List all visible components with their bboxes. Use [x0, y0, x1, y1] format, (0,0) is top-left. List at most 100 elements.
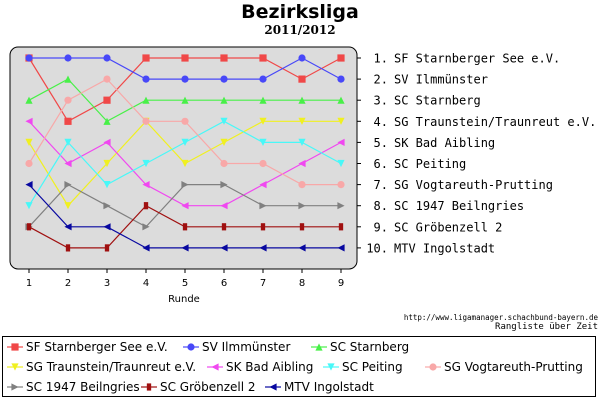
- data-point: [298, 138, 306, 146]
- source-url[interactable]: http://www.ligamanager.schachbund-bayern…: [403, 313, 598, 322]
- data-point: [220, 117, 228, 125]
- legend-swatch-icon: [7, 343, 23, 351]
- legend-swatch-icon: [183, 343, 199, 351]
- rank-team-label: SC Peiting: [394, 157, 466, 171]
- rank-team-label: SV Ilmmünster: [394, 73, 488, 87]
- data-point: [181, 159, 189, 168]
- data-point: [64, 202, 72, 210]
- data-point: [65, 244, 71, 252]
- data-point: [181, 75, 189, 83]
- data-point: [220, 202, 228, 210]
- legend-marker: [11, 343, 19, 351]
- legend-item: SF Starnberger See e.V.: [7, 337, 168, 357]
- legend-item: MTV Ingolstadt: [265, 377, 374, 397]
- rank-team-label: SF Starnberger See e.V.: [394, 52, 560, 66]
- legend: SF Starnberger See e.V. SV Ilmmünster SC S…: [2, 336, 596, 397]
- chart-title: Bezirksliga: [241, 1, 359, 23]
- data-point: [298, 202, 306, 210]
- data-point: [103, 181, 111, 189]
- legend-swatch-icon: [7, 363, 23, 371]
- legend-item: SC Gröbenzell 2: [141, 377, 256, 397]
- legend-label: MTV Ingolstadt: [284, 380, 374, 394]
- legend-swatch-icon: [7, 383, 23, 391]
- data-point: [220, 181, 228, 189]
- rank-number: 6.: [374, 157, 388, 171]
- x-tick-label: 4: [143, 278, 149, 289]
- x-tick-label: 6: [221, 278, 227, 289]
- legend-label: SC Peiting: [342, 360, 403, 374]
- data-point: [298, 244, 306, 252]
- data-point: [338, 223, 344, 231]
- x-tick-label: 8: [299, 278, 305, 289]
- rank-number: 10.: [366, 241, 388, 255]
- data-point: [25, 181, 33, 189]
- legend-swatch-icon: [265, 383, 281, 391]
- data-point: [221, 223, 227, 231]
- legend-label: SV Ilmmünster: [202, 340, 291, 354]
- data-point: [182, 223, 188, 231]
- data-point: [259, 54, 267, 62]
- data-point: [337, 202, 345, 210]
- data-point: [181, 96, 189, 104]
- legend-row: SG Traunstein/Traunreut e.V. SK Bad Aibli…: [7, 357, 593, 377]
- x-tick-label: 9: [338, 278, 344, 289]
- legend-label: SG Traunstein/Traunreut e.V.: [26, 360, 197, 374]
- data-point: [337, 138, 345, 146]
- data-point: [103, 117, 111, 125]
- rank-number: 4.: [374, 115, 388, 129]
- rank-number: 9.: [374, 220, 388, 234]
- legend-swatch-icon: [323, 363, 339, 371]
- rank-team-label: SG Vogtareuth-Prutting: [394, 178, 553, 192]
- rank-number: 2.: [374, 73, 388, 87]
- data-point: [64, 159, 72, 168]
- data-point: [220, 244, 228, 252]
- legend-label: SK Bad Aibling: [226, 360, 314, 374]
- data-point: [104, 244, 110, 252]
- data-point: [337, 181, 345, 189]
- data-point: [142, 159, 150, 168]
- data-point: [298, 75, 306, 83]
- data-point: [298, 96, 306, 104]
- series-layer: [25, 54, 345, 252]
- data-point: [142, 223, 150, 231]
- data-point: [260, 223, 266, 231]
- data-point: [181, 54, 189, 62]
- data-point: [64, 96, 72, 104]
- rank-team-label: MTV Ingolstadt: [394, 241, 495, 255]
- data-point: [142, 181, 150, 189]
- data-point: [25, 159, 33, 168]
- data-point: [103, 75, 111, 83]
- data-point: [103, 159, 111, 168]
- legend-label: SG Vogtareuth-Prutting: [444, 360, 583, 374]
- data-point: [64, 117, 72, 125]
- rank-team-label: SC Gröbenzell 2: [394, 220, 502, 234]
- data-point: [181, 202, 189, 210]
- data-point: [299, 223, 305, 231]
- legend-marker: [269, 383, 277, 391]
- series-6: [25, 117, 345, 210]
- legend-marker: [11, 383, 19, 391]
- legend-marker: [146, 383, 152, 391]
- data-point: [259, 96, 267, 104]
- data-point: [337, 96, 345, 104]
- data-point: [259, 75, 267, 83]
- data-point: [64, 181, 72, 189]
- plot-area: [9, 46, 358, 270]
- rank-number: 8.: [374, 199, 388, 213]
- data-point: [220, 138, 228, 146]
- rank-number: 7.: [374, 178, 388, 192]
- data-point: [259, 244, 267, 252]
- data-point: [103, 96, 111, 104]
- data-point: [220, 96, 228, 104]
- series-7: [25, 75, 345, 189]
- legend-label: SF Starnberger See e.V.: [26, 340, 168, 354]
- rank-number: 5.: [374, 136, 388, 150]
- ranking-chart: 1 2 3 4 5 6 7 8 9 1. SF Starnberger See e.V. 2. SV …: [9, 46, 596, 305]
- data-point: [26, 223, 32, 231]
- legend-label: SC 1947 Beilngries: [26, 380, 140, 394]
- x-axis: 1 2 3 4 5 6 7 8 9: [26, 269, 344, 289]
- rank-team-label: SC 1947 Beilngries: [394, 199, 524, 213]
- data-point: [337, 159, 345, 168]
- data-point: [259, 159, 267, 168]
- data-point: [142, 96, 150, 104]
